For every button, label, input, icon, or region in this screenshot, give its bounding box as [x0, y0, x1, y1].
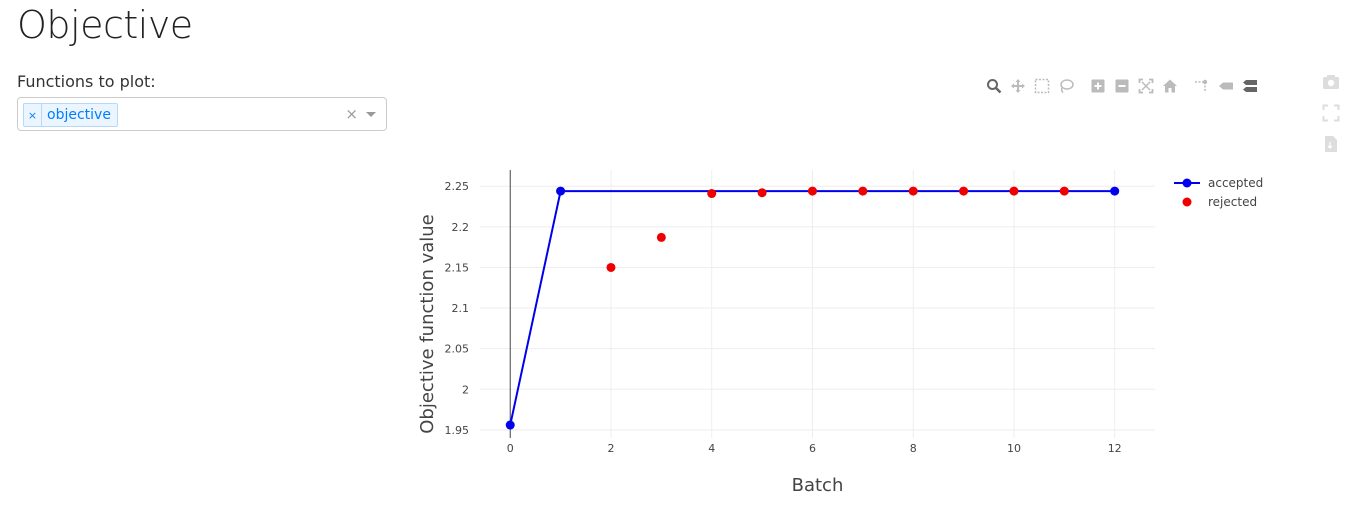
rejected-point: [807, 186, 817, 196]
camera-icon[interactable]: [1322, 73, 1340, 91]
rejected-point: [908, 186, 918, 196]
x-tick-label: 6: [809, 442, 816, 455]
rejected-point: [959, 186, 969, 196]
spike-lines-icon[interactable]: [1194, 78, 1210, 94]
rejected-point: [606, 262, 616, 272]
y-tick-label: 2.05: [445, 343, 470, 356]
x-tick-label: 4: [708, 442, 715, 455]
chevron-down-icon[interactable]: [366, 112, 376, 117]
x-tick-label: 8: [910, 442, 917, 455]
functions-select[interactable]: × objective ×: [17, 97, 387, 131]
side-toolbar: [1322, 73, 1340, 166]
legend-label: rejected: [1208, 195, 1257, 209]
chart-legend[interactable]: accepted rejected: [1174, 176, 1263, 209]
chart-series: [505, 186, 1120, 430]
rejected-point: [858, 186, 868, 196]
function-tag-label: objective: [47, 107, 111, 123]
legend-label: accepted: [1208, 176, 1263, 190]
clear-icon[interactable]: ×: [345, 105, 358, 123]
pan-icon[interactable]: [1010, 78, 1026, 94]
y-tick-label: 2.25: [445, 180, 470, 193]
hover-compare-icon[interactable]: [1242, 78, 1258, 94]
y-tick-label: 2.15: [445, 261, 470, 274]
functions-label: Functions to plot:: [17, 72, 156, 91]
legend-item-accepted[interactable]: accepted: [1174, 176, 1263, 190]
x-tick-label: 12: [1108, 442, 1122, 455]
x-tick-label: 0: [507, 442, 514, 455]
legend-item-rejected[interactable]: rejected: [1182, 195, 1258, 209]
x-tick-label: 2: [607, 442, 614, 455]
y-tick-label: 2: [462, 383, 469, 396]
box-select-icon[interactable]: [1034, 78, 1050, 94]
x-tick-labels: 0 2 4 6 8 10 12: [507, 442, 1122, 455]
accepted-point: [1110, 186, 1120, 196]
legend-marker: [1182, 178, 1192, 188]
chart-grid: [480, 170, 1155, 438]
page-title: Objective: [17, 3, 193, 47]
zoom-out-icon[interactable]: [1114, 78, 1130, 94]
lasso-select-icon[interactable]: [1058, 78, 1074, 94]
y-tick-labels: 1.95 2 2.05 2.1 2.15 2.2 2.25: [445, 180, 470, 437]
rejected-point: [707, 189, 717, 199]
x-axis-title: Batch: [792, 475, 844, 496]
autoscale-icon[interactable]: [1138, 78, 1154, 94]
fullscreen-icon[interactable]: [1322, 104, 1340, 122]
y-tick-label: 1.95: [445, 424, 470, 437]
rejected-point: [1009, 186, 1019, 196]
reset-axes-icon[interactable]: [1162, 78, 1178, 94]
plot-modebar: [986, 77, 1266, 95]
accepted-point: [505, 420, 515, 430]
y-tick-label: 2.1: [452, 302, 470, 315]
series-accepted: [505, 186, 1120, 430]
series-rejected: [606, 186, 1069, 272]
y-axis-title: Objective function value: [417, 214, 438, 434]
accepted-point: [556, 186, 566, 196]
legend-marker: [1182, 197, 1192, 207]
rejected-point: [656, 232, 666, 242]
rejected-point: [757, 188, 767, 198]
hover-closest-icon[interactable]: [1218, 78, 1234, 94]
function-tag: × objective: [23, 103, 118, 127]
export-icon[interactable]: [1322, 135, 1340, 153]
x-tick-label: 10: [1007, 442, 1021, 455]
zoom-icon[interactable]: [986, 78, 1002, 94]
rejected-point: [1059, 186, 1069, 196]
y-tick-label: 2.2: [452, 221, 470, 234]
tag-remove-icon[interactable]: ×: [24, 104, 42, 126]
zoom-in-icon[interactable]: [1090, 78, 1106, 94]
